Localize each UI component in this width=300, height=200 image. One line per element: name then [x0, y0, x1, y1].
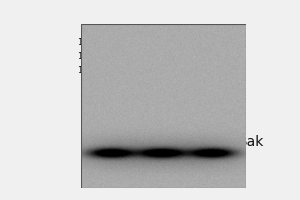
- Text: 35: 35: [83, 120, 93, 129]
- Text: 15: 15: [83, 164, 93, 173]
- Text: Bak: Bak: [238, 135, 264, 149]
- Text: 130: 130: [77, 52, 93, 61]
- Text: 55: 55: [83, 97, 93, 106]
- Text: 170: 170: [77, 38, 93, 47]
- Text: 293T HELA MOUSE-BRAIN: 293T HELA MOUSE-BRAIN: [84, 29, 244, 42]
- Text: 40: 40: [83, 113, 93, 122]
- Text: 70: 70: [83, 84, 93, 93]
- Text: 25: 25: [83, 138, 93, 147]
- Text: 100: 100: [78, 66, 93, 75]
